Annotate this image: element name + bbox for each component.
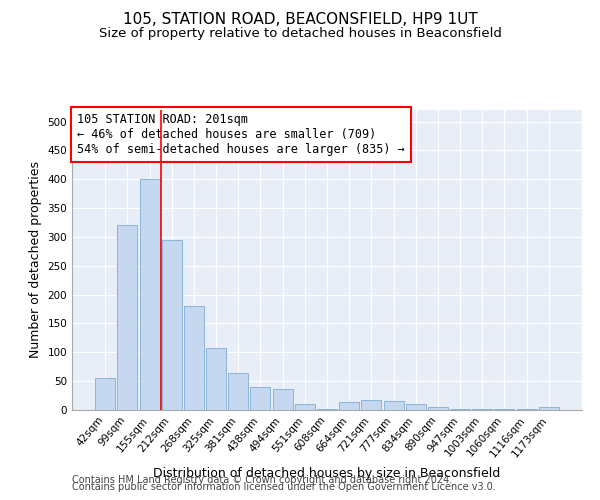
Y-axis label: Number of detached properties: Number of detached properties <box>29 162 42 358</box>
Bar <box>162 240 182 410</box>
Bar <box>472 409 492 410</box>
Bar <box>250 387 271 410</box>
Bar <box>95 378 115 410</box>
Text: Size of property relative to detached houses in Beaconsfield: Size of property relative to detached ho… <box>98 28 502 40</box>
Bar <box>228 372 248 410</box>
Text: Contains public sector information licensed under the Open Government Licence v3: Contains public sector information licen… <box>72 482 496 492</box>
Bar <box>184 306 204 410</box>
Bar <box>539 407 559 410</box>
Bar <box>272 388 293 410</box>
Bar <box>383 402 404 410</box>
Bar <box>339 402 359 410</box>
Bar <box>295 404 315 410</box>
Bar <box>428 407 448 410</box>
Bar <box>317 409 337 410</box>
Text: 105 STATION ROAD: 201sqm
← 46% of detached houses are smaller (709)
54% of semi-: 105 STATION ROAD: 201sqm ← 46% of detach… <box>77 113 405 156</box>
Bar <box>118 226 137 410</box>
Text: 105, STATION ROAD, BEACONSFIELD, HP9 1UT: 105, STATION ROAD, BEACONSFIELD, HP9 1UT <box>122 12 478 28</box>
Text: Contains HM Land Registry data © Crown copyright and database right 2024.: Contains HM Land Registry data © Crown c… <box>72 475 452 485</box>
Bar <box>450 409 470 410</box>
Bar <box>140 179 160 410</box>
Bar <box>406 404 426 410</box>
Bar <box>206 348 226 410</box>
X-axis label: Distribution of detached houses by size in Beaconsfield: Distribution of detached houses by size … <box>154 467 500 480</box>
Bar <box>361 400 382 410</box>
